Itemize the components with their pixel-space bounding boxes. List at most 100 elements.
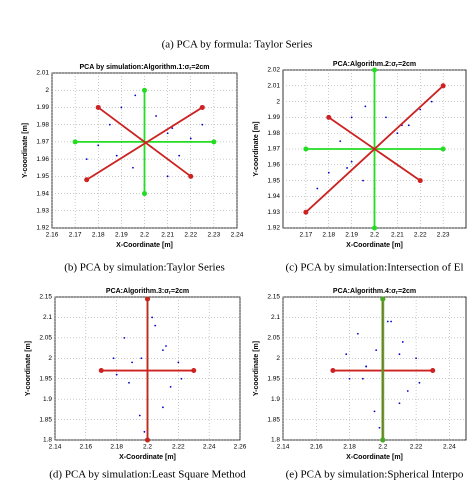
- title-end: =2cm: [398, 288, 416, 295]
- y-tick-label: 2.05: [39, 335, 52, 342]
- y-axis-label: Y-coordinate [m]: [25, 341, 32, 396]
- x-tick-label: 2.2: [143, 444, 152, 451]
- scatter-point: [398, 402, 401, 405]
- y-tick-label: 1.92: [267, 225, 280, 232]
- pca-endpoint: [380, 296, 386, 302]
- scatter-point: [345, 353, 348, 356]
- pca-axis: [86, 106, 203, 181]
- scatter-point: [166, 132, 169, 135]
- chart-title: PCA:Algorithm.3:σr=2cm: [106, 288, 189, 296]
- scatter-point: [162, 406, 164, 409]
- pca-endpoint: [142, 87, 147, 93]
- pca-axis: [328, 116, 421, 182]
- pca-endpoint: [142, 191, 147, 197]
- pca-endpoint: [191, 368, 197, 374]
- scatter-point: [171, 127, 174, 130]
- x-tick-label: 2.24: [231, 232, 244, 239]
- scatter-point: [169, 385, 172, 388]
- scatter-point: [189, 137, 192, 140]
- scatter-point: [162, 349, 164, 352]
- chart-title: PCA:Algorithm.4:σr=2cm: [333, 288, 416, 296]
- scatter-point: [396, 132, 399, 135]
- y-tick-label: 2: [276, 98, 280, 105]
- x-tick-label: 2.24: [443, 444, 456, 451]
- scatter-point: [390, 320, 393, 323]
- pca-endpoint: [303, 146, 309, 152]
- y-tick-label: 1.92: [36, 225, 49, 232]
- x-tick-label: 2.16: [310, 444, 323, 451]
- y-tick-label: 1.98: [36, 121, 49, 128]
- scatter-point: [362, 179, 364, 182]
- x-axis-label: X-Coordinate [m]: [346, 242, 403, 249]
- y-tick-label: 1.8: [43, 437, 52, 444]
- y-tick-label: 1.98: [267, 130, 280, 137]
- plot-area: [282, 296, 467, 441]
- x-tick-label: 2.16: [46, 232, 59, 239]
- scatter-point: [398, 353, 401, 356]
- y-tick-label: 1.96: [36, 156, 49, 163]
- scatter-point: [316, 187, 319, 190]
- x-axis-label: X-Coordinate [m]: [116, 242, 173, 249]
- scatter-point: [361, 377, 364, 380]
- scatter-point: [134, 94, 137, 97]
- scatter-point: [373, 410, 376, 413]
- x-tick-label: 2.23: [437, 232, 450, 239]
- scatter-point: [120, 106, 123, 109]
- scatter-point: [132, 166, 134, 169]
- scatter-point: [165, 345, 167, 347]
- x-tick-label: 2.21: [161, 232, 174, 239]
- scatter-point: [407, 124, 410, 127]
- x-tick-label: 2.18: [92, 232, 105, 239]
- pca-axis: [97, 106, 192, 178]
- scatter-point: [177, 361, 180, 364]
- x-axis-label: X-Coordinate [m]: [119, 454, 176, 461]
- y-tick-label: 1.99: [36, 104, 49, 111]
- x-tick-label: 2.18: [322, 232, 335, 239]
- scatter-point: [406, 390, 409, 392]
- scatter-point: [201, 123, 204, 126]
- scatter-point: [151, 316, 154, 319]
- pca-endpoint: [188, 173, 194, 179]
- scatter-point: [386, 320, 389, 323]
- scatter-point: [365, 365, 368, 368]
- scatter-point: [378, 426, 381, 429]
- y-tick-label: 1.97: [36, 139, 49, 146]
- pca-endpoint: [372, 67, 377, 73]
- title-end: =2cm: [191, 64, 209, 71]
- y-tick-label: 1.94: [36, 190, 49, 197]
- x-tick-label: 2.21: [391, 232, 404, 239]
- scatter-point: [430, 100, 433, 103]
- y-tick-label: 2: [48, 355, 52, 362]
- scatter-point: [155, 115, 157, 117]
- scatter-point: [415, 357, 417, 360]
- y-tick-label: 1.95: [36, 173, 49, 180]
- y-tick-label: 1.9: [271, 396, 280, 403]
- y-tick-label: 1.95: [267, 177, 280, 184]
- title-text: PCA:Algorithm.2:σ: [333, 61, 396, 68]
- y-tick-label: 1.9: [43, 396, 52, 403]
- scatter-point: [97, 144, 100, 147]
- x-tick-label: 2.22: [184, 232, 197, 239]
- y-tick-label: 1.99: [267, 114, 280, 121]
- x-tick-label: 2.22: [414, 232, 427, 239]
- x-axis-label: X-Coordinate [m]: [346, 454, 403, 461]
- scatter-point: [131, 361, 133, 364]
- title-text: PCA by simulation:Algorithm.1:σ: [80, 64, 190, 71]
- subfigure-caption: (c) PCA by simulation:Intersection of El: [285, 262, 463, 274]
- scatter-point: [154, 324, 157, 327]
- x-tick-label: 2.14: [49, 444, 62, 451]
- chart-title: PCA:Algorithm.2:σr=2cm: [333, 61, 416, 69]
- y-tick-label: 2.01: [36, 70, 49, 77]
- pca-endpoint: [372, 225, 377, 231]
- scatter-point: [419, 108, 422, 111]
- y-tick-label: 1.85: [267, 416, 280, 423]
- scatter-point: [143, 430, 146, 433]
- x-tick-label: 2.14: [277, 444, 290, 451]
- x-tick-label: 2.2: [140, 232, 149, 239]
- scatter-point: [128, 381, 130, 384]
- x-tick-label: 2.19: [345, 232, 358, 239]
- x-tick-label: 2.26: [234, 444, 247, 451]
- pca-endpoint: [145, 296, 150, 302]
- pca-endpoint: [440, 83, 446, 89]
